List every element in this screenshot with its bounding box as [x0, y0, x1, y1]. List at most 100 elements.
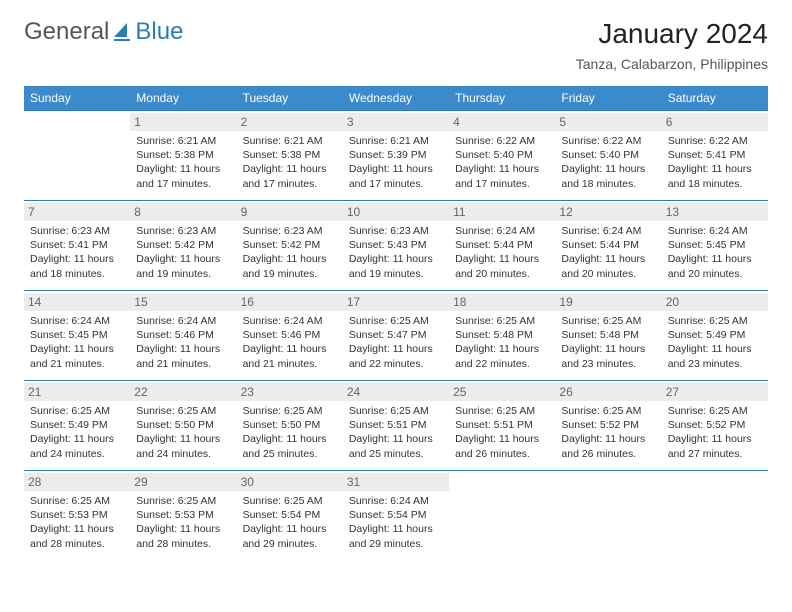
daylight-text: Daylight: 11 hours and 19 minutes.: [349, 252, 443, 280]
sunset-text: Sunset: 5:45 PM: [30, 328, 124, 342]
day-number: 18: [449, 293, 555, 311]
day-number: 22: [130, 383, 236, 401]
daylight-text: Daylight: 11 hours and 19 minutes.: [136, 252, 230, 280]
daylight-text: Daylight: 11 hours and 28 minutes.: [30, 522, 124, 550]
day-number: 5: [555, 113, 661, 131]
day-number: 8: [130, 203, 236, 221]
day-number: 14: [24, 293, 130, 311]
sunrise-text: Sunrise: 6:25 AM: [30, 404, 124, 418]
day-number: 31: [343, 473, 449, 491]
calendar-cell: 17Sunrise: 6:25 AMSunset: 5:47 PMDayligh…: [343, 291, 449, 381]
day-number: 19: [555, 293, 661, 311]
weekday-header: Thursday: [449, 86, 555, 111]
daylight-text: Daylight: 11 hours and 18 minutes.: [668, 162, 762, 190]
calendar-cell: 30Sunrise: 6:25 AMSunset: 5:54 PMDayligh…: [237, 471, 343, 561]
daylight-text: Daylight: 11 hours and 21 minutes.: [243, 342, 337, 370]
sunrise-text: Sunrise: 6:25 AM: [561, 314, 655, 328]
daylight-text: Daylight: 11 hours and 23 minutes.: [668, 342, 762, 370]
sunrise-text: Sunrise: 6:24 AM: [243, 314, 337, 328]
daylight-text: Daylight: 11 hours and 17 minutes.: [455, 162, 549, 190]
sunset-text: Sunset: 5:46 PM: [136, 328, 230, 342]
calendar-cell: 22Sunrise: 6:25 AMSunset: 5:50 PMDayligh…: [130, 381, 236, 471]
calendar-cell: 13Sunrise: 6:24 AMSunset: 5:45 PMDayligh…: [662, 201, 768, 291]
sunset-text: Sunset: 5:51 PM: [349, 418, 443, 432]
sunrise-text: Sunrise: 6:21 AM: [349, 134, 443, 148]
sunrise-text: Sunrise: 6:25 AM: [349, 314, 443, 328]
sunrise-text: Sunrise: 6:25 AM: [455, 314, 549, 328]
title-block: January 2024 Tanza, Calabarzon, Philippi…: [576, 18, 768, 72]
day-number: 12: [555, 203, 661, 221]
sunrise-text: Sunrise: 6:22 AM: [668, 134, 762, 148]
calendar-row: 21Sunrise: 6:25 AMSunset: 5:49 PMDayligh…: [24, 381, 768, 471]
sunset-text: Sunset: 5:40 PM: [455, 148, 549, 162]
calendar-cell: 5Sunrise: 6:22 AMSunset: 5:40 PMDaylight…: [555, 111, 661, 201]
daylight-text: Daylight: 11 hours and 27 minutes.: [668, 432, 762, 460]
sunrise-text: Sunrise: 6:24 AM: [349, 494, 443, 508]
sunset-text: Sunset: 5:53 PM: [30, 508, 124, 522]
calendar-cell: 23Sunrise: 6:25 AMSunset: 5:50 PMDayligh…: [237, 381, 343, 471]
sunrise-text: Sunrise: 6:25 AM: [668, 404, 762, 418]
calendar-cell: 19Sunrise: 6:25 AMSunset: 5:48 PMDayligh…: [555, 291, 661, 381]
sunset-text: Sunset: 5:44 PM: [561, 238, 655, 252]
daylight-text: Daylight: 11 hours and 17 minutes.: [136, 162, 230, 190]
calendar-cell: 20Sunrise: 6:25 AMSunset: 5:49 PMDayligh…: [662, 291, 768, 381]
sunrise-text: Sunrise: 6:25 AM: [455, 404, 549, 418]
sunrise-text: Sunrise: 6:24 AM: [455, 224, 549, 238]
calendar-row: 14Sunrise: 6:24 AMSunset: 5:45 PMDayligh…: [24, 291, 768, 381]
day-number: 10: [343, 203, 449, 221]
day-number: 28: [24, 473, 130, 491]
day-number: 30: [237, 473, 343, 491]
day-number: 16: [237, 293, 343, 311]
calendar-cell: 26Sunrise: 6:25 AMSunset: 5:52 PMDayligh…: [555, 381, 661, 471]
calendar-cell: 12Sunrise: 6:24 AMSunset: 5:44 PMDayligh…: [555, 201, 661, 291]
calendar-cell: 11Sunrise: 6:24 AMSunset: 5:44 PMDayligh…: [449, 201, 555, 291]
daylight-text: Daylight: 11 hours and 24 minutes.: [136, 432, 230, 460]
calendar-cell: 8Sunrise: 6:23 AMSunset: 5:42 PMDaylight…: [130, 201, 236, 291]
sunrise-text: Sunrise: 6:25 AM: [243, 404, 337, 418]
header: General Blue January 2024 Tanza, Calabar…: [24, 18, 768, 72]
calendar-cell: 21Sunrise: 6:25 AMSunset: 5:49 PMDayligh…: [24, 381, 130, 471]
sail-icon: [111, 20, 133, 47]
calendar-cell: 4Sunrise: 6:22 AMSunset: 5:40 PMDaylight…: [449, 111, 555, 201]
daylight-text: Daylight: 11 hours and 18 minutes.: [561, 162, 655, 190]
day-number: 11: [449, 203, 555, 221]
weekday-header: Friday: [555, 86, 661, 111]
logo-text-general: General: [24, 18, 109, 46]
calendar-cell: 25Sunrise: 6:25 AMSunset: 5:51 PMDayligh…: [449, 381, 555, 471]
sunrise-text: Sunrise: 6:22 AM: [455, 134, 549, 148]
sunrise-text: Sunrise: 6:24 AM: [136, 314, 230, 328]
day-number: 3: [343, 113, 449, 131]
sunrise-text: Sunrise: 6:25 AM: [136, 494, 230, 508]
calendar: SundayMondayTuesdayWednesdayThursdayFrid…: [24, 86, 768, 561]
day-number: 20: [662, 293, 768, 311]
calendar-cell: 16Sunrise: 6:24 AMSunset: 5:46 PMDayligh…: [237, 291, 343, 381]
daylight-text: Daylight: 11 hours and 21 minutes.: [30, 342, 124, 370]
weekday-header: Saturday: [662, 86, 768, 111]
calendar-cell: 3 Sunrise: 6:21 AMSunset: 5:39 PMDaylight…: [343, 111, 449, 201]
sunset-text: Sunset: 5:50 PM: [136, 418, 230, 432]
sunrise-text: Sunrise: 6:23 AM: [243, 224, 337, 238]
sunset-text: Sunset: 5:51 PM: [455, 418, 549, 432]
day-number: 1: [130, 113, 236, 131]
day-number: 23: [237, 383, 343, 401]
calendar-cell: 28Sunrise: 6:25 AMSunset: 5:53 PMDayligh…: [24, 471, 130, 561]
sunset-text: Sunset: 5:42 PM: [243, 238, 337, 252]
calendar-cell: 7Sunrise: 6:23 AMSunset: 5:41 PMDaylight…: [24, 201, 130, 291]
month-title: January 2024: [576, 18, 768, 50]
calendar-cell: 24Sunrise: 6:25 AMSunset: 5:51 PMDayligh…: [343, 381, 449, 471]
daylight-text: Daylight: 11 hours and 29 minutes.: [349, 522, 443, 550]
daylight-text: Daylight: 11 hours and 21 minutes.: [136, 342, 230, 370]
calendar-cell: 15Sunrise: 6:24 AMSunset: 5:46 PMDayligh…: [130, 291, 236, 381]
calendar-cell: 6Sunrise: 6:22 AMSunset: 5:41 PMDaylight…: [662, 111, 768, 201]
sunset-text: Sunset: 5:39 PM: [349, 148, 443, 162]
day-number: 6: [662, 113, 768, 131]
daylight-text: Daylight: 11 hours and 26 minutes.: [455, 432, 549, 460]
sunset-text: Sunset: 5:54 PM: [243, 508, 337, 522]
weekday-header: Tuesday: [237, 86, 343, 111]
day-number: 17: [343, 293, 449, 311]
sunset-text: Sunset: 5:54 PM: [349, 508, 443, 522]
calendar-cell-empty: [449, 471, 555, 561]
sunrise-text: Sunrise: 6:25 AM: [349, 404, 443, 418]
sunrise-text: Sunrise: 6:23 AM: [136, 224, 230, 238]
daylight-text: Daylight: 11 hours and 17 minutes.: [349, 162, 443, 190]
